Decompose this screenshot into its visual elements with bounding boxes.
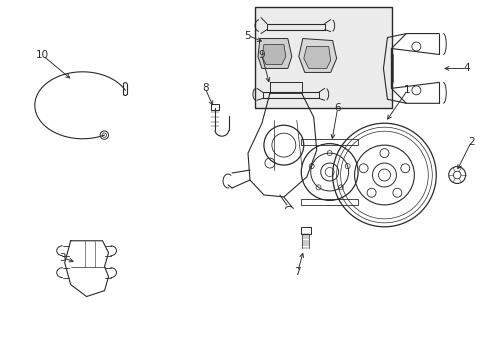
Polygon shape [298,39,336,72]
Text: 4: 4 [463,63,469,73]
Text: 3: 3 [59,253,66,263]
Bar [301,139,357,145]
Text: 7: 7 [294,267,301,276]
Polygon shape [262,45,285,64]
Text: 10: 10 [36,50,49,60]
Polygon shape [303,46,330,68]
Bar [210,104,219,110]
Bar [301,199,357,205]
Text: 8: 8 [202,84,208,93]
Polygon shape [258,39,291,68]
Text: 6: 6 [334,103,340,113]
Text: 1: 1 [403,85,410,95]
Text: 5: 5 [244,31,251,41]
Text: 2: 2 [467,137,473,147]
Bar [254,7,392,108]
Text: 9: 9 [258,50,264,60]
Bar [301,227,310,234]
